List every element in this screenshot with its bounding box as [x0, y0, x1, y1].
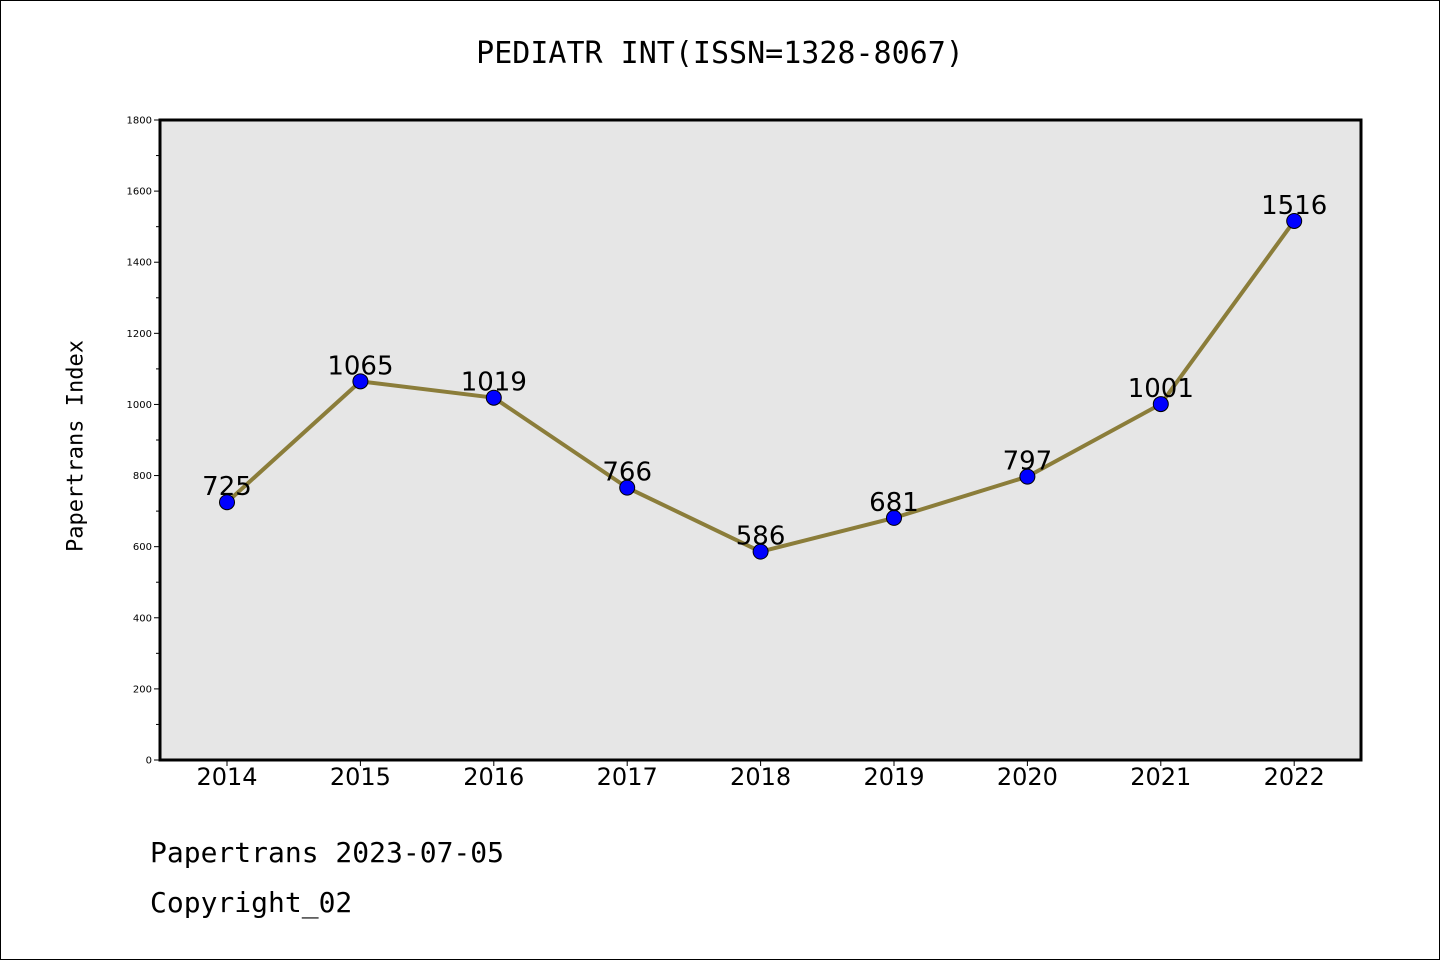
data-point-2019	[886, 509, 902, 526]
data-label-2022: 1516	[1261, 191, 1327, 221]
y-tick-label-200: 200	[133, 684, 152, 695]
x-tick-label-2015: 2015	[330, 763, 391, 791]
data-label-2015: 1065	[327, 351, 393, 381]
y-tick-label-1800: 1800	[127, 116, 152, 127]
data-point-2015	[352, 373, 369, 390]
y-tick-label-1000: 1000	[127, 400, 152, 411]
data-label-2020: 797	[1003, 447, 1053, 477]
x-tick-label-2014: 2014	[196, 763, 257, 791]
x-tick-label-2018: 2018	[730, 763, 791, 791]
data-point-2017	[619, 479, 636, 496]
data-point-2014	[219, 494, 235, 511]
data-point-2020	[1019, 468, 1036, 485]
plot-area	[160, 120, 1361, 760]
x-tick-label-2019: 2019	[863, 763, 924, 791]
chart-title: PEDIATR INT(ISSN=1328-8067)	[476, 36, 964, 71]
x-tick-label-2022: 2022	[1264, 763, 1325, 791]
y-tick-label-1400: 1400	[127, 258, 152, 269]
data-label-2021: 1001	[1128, 374, 1194, 404]
y-tick-label-1600: 1600	[127, 187, 152, 198]
data-label-2019: 681	[869, 488, 919, 518]
x-tick-label-2016: 2016	[463, 763, 524, 791]
data-point-2022	[1286, 212, 1303, 229]
data-point-2016	[485, 389, 502, 406]
x-tick-label-2020: 2020	[997, 763, 1058, 791]
y-tick-label-800: 800	[133, 471, 152, 482]
data-label-2017: 766	[602, 458, 652, 488]
x-tick-label-2017: 2017	[597, 763, 658, 791]
x-tick-label-2021: 2021	[1130, 763, 1191, 791]
plot-border	[158, 118, 1363, 762]
data-label-2018: 586	[736, 522, 786, 552]
data-point-2018	[752, 543, 769, 560]
data-label-2014: 725	[202, 472, 252, 502]
y-tick-label-600: 600	[133, 542, 152, 553]
footer-copyright: Copyright_02	[150, 886, 353, 919]
y-tick-label-1200: 1200	[127, 329, 152, 340]
data-point-2021	[1152, 396, 1169, 413]
y-tick-label-400: 400	[133, 613, 152, 624]
data-label-2016: 1019	[461, 368, 527, 398]
footer-date: Papertrans 2023-07-05	[150, 836, 505, 869]
y-tick-label-0: 0	[146, 756, 152, 767]
